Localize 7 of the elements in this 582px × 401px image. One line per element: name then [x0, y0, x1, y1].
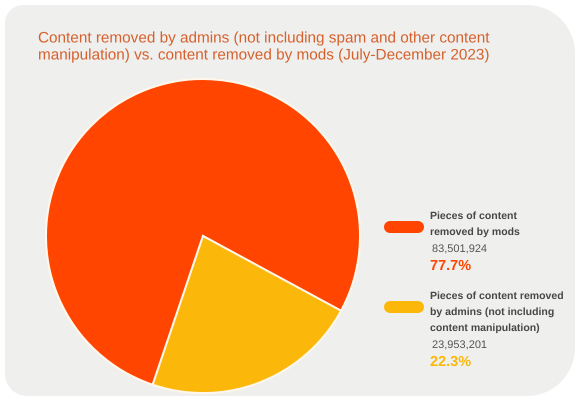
data-label: 22.3% — [430, 354, 472, 370]
legend-label: Pieces of content removed by admins (not including content manipulation) — [430, 290, 564, 334]
legend-label: Pieces of content removed by mods — [430, 210, 520, 238]
text: 23,953,201 — [432, 339, 488, 351]
text: 83,501,924 — [432, 243, 488, 255]
data-label: 77.7% — [430, 258, 472, 274]
chart-title: Content removed by admins (not including spam and other content manipulation) vs. content removed by mods (July-December 2023) — [38, 30, 490, 64]
